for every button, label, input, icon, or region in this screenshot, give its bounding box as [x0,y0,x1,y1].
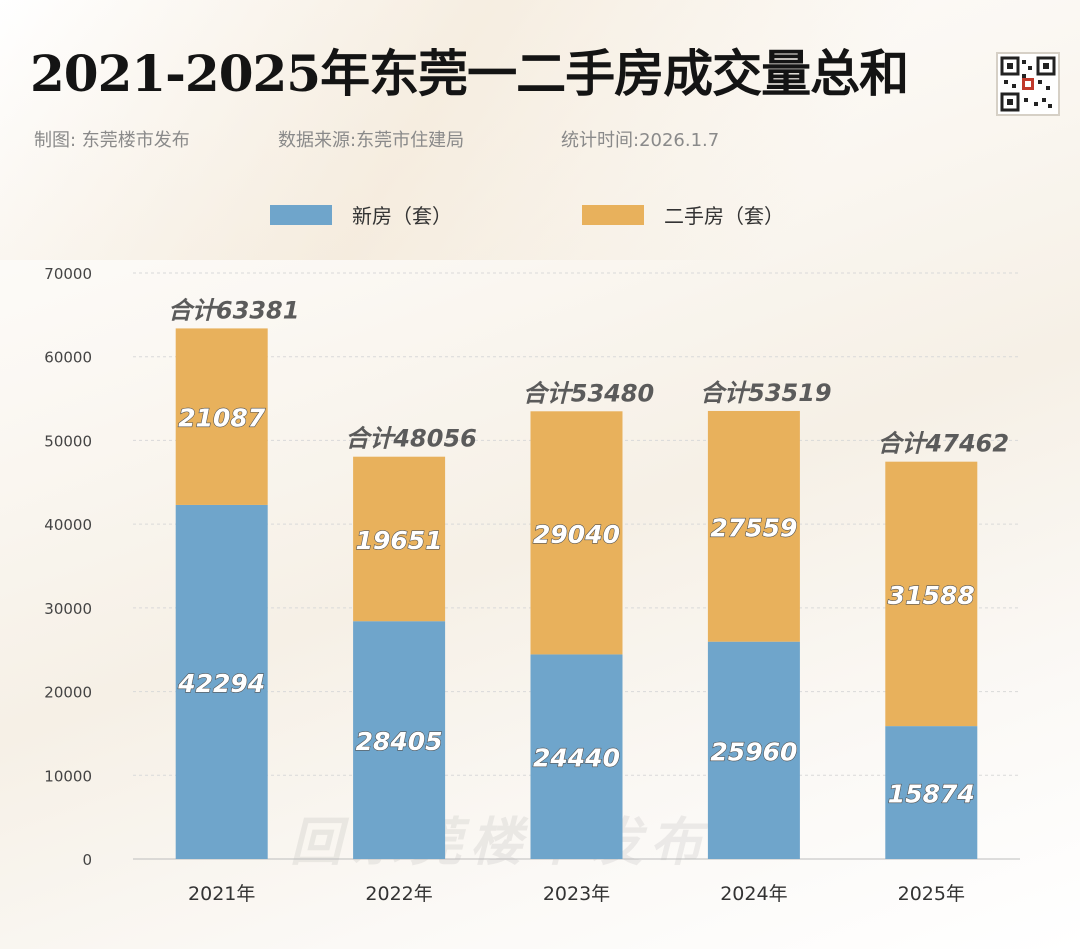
y-tick-label: 40000 [44,516,92,534]
bar-new [353,621,446,859]
y-tick-label: 20000 [44,684,92,702]
x-tick-label: 2024年 [720,883,787,905]
data-label-second: 27559 [710,513,797,542]
bar-second [530,411,623,655]
legend-swatch-new [270,204,332,225]
data-label-new: 15874 [888,780,975,809]
legend-label-new: 新房（套） [352,204,452,228]
legend-item-new: 新房（套） [270,200,452,229]
y-tick-label: 0 [82,851,92,869]
data-label-second: 19651 [356,526,443,555]
bar-new [530,654,623,859]
total-label: 合计53519 [700,379,832,407]
x-tick-label: 2022年 [365,883,432,905]
x-tick-label: 2023年 [543,883,610,905]
bar-second [353,456,446,622]
y-tick-label: 30000 [44,600,92,618]
legend-label-second: 二手房（套） [664,204,784,228]
total-label: 合计48056 [345,425,477,453]
y-tick-label: 10000 [44,767,92,785]
bar-new [707,641,800,859]
y-tick-label: 50000 [44,432,92,450]
data-label-new: 25960 [710,737,797,766]
bar-new [885,726,978,859]
total-label: 合计47462 [878,430,1010,458]
data-label-new: 24440 [533,744,620,773]
y-tick-label: 70000 [44,265,92,283]
y-tick-label: 60000 [44,349,92,367]
stat-time: 统计时间:2026.1.7 [561,130,720,151]
data-label-new: 42294 [177,669,265,698]
total-label: 合计63381 [168,296,300,324]
legend-item-second: 二手房（套） [582,200,784,229]
x-tick-label: 2021年 [188,883,255,905]
qr-code-icon [996,52,1060,116]
x-tick-label: 2025年 [898,883,965,905]
bar-second [707,410,800,642]
bar-new [175,504,268,859]
bar-second [885,461,978,727]
chart-credit: 制图: 东莞楼市发布 [34,130,190,151]
data-source: 数据来源:东莞市住建局 [278,130,465,151]
data-label-second: 21087 [178,404,266,433]
page-title: 2021-2025年东莞一二手房成交量总和 [30,44,909,103]
data-label-second: 29040 [533,520,620,549]
total-label: 合计53480 [523,379,655,407]
legend-swatch-second [582,204,644,225]
data-label-new: 28405 [356,727,443,756]
data-label-second: 31588 [888,581,975,610]
bar-second [175,328,268,505]
